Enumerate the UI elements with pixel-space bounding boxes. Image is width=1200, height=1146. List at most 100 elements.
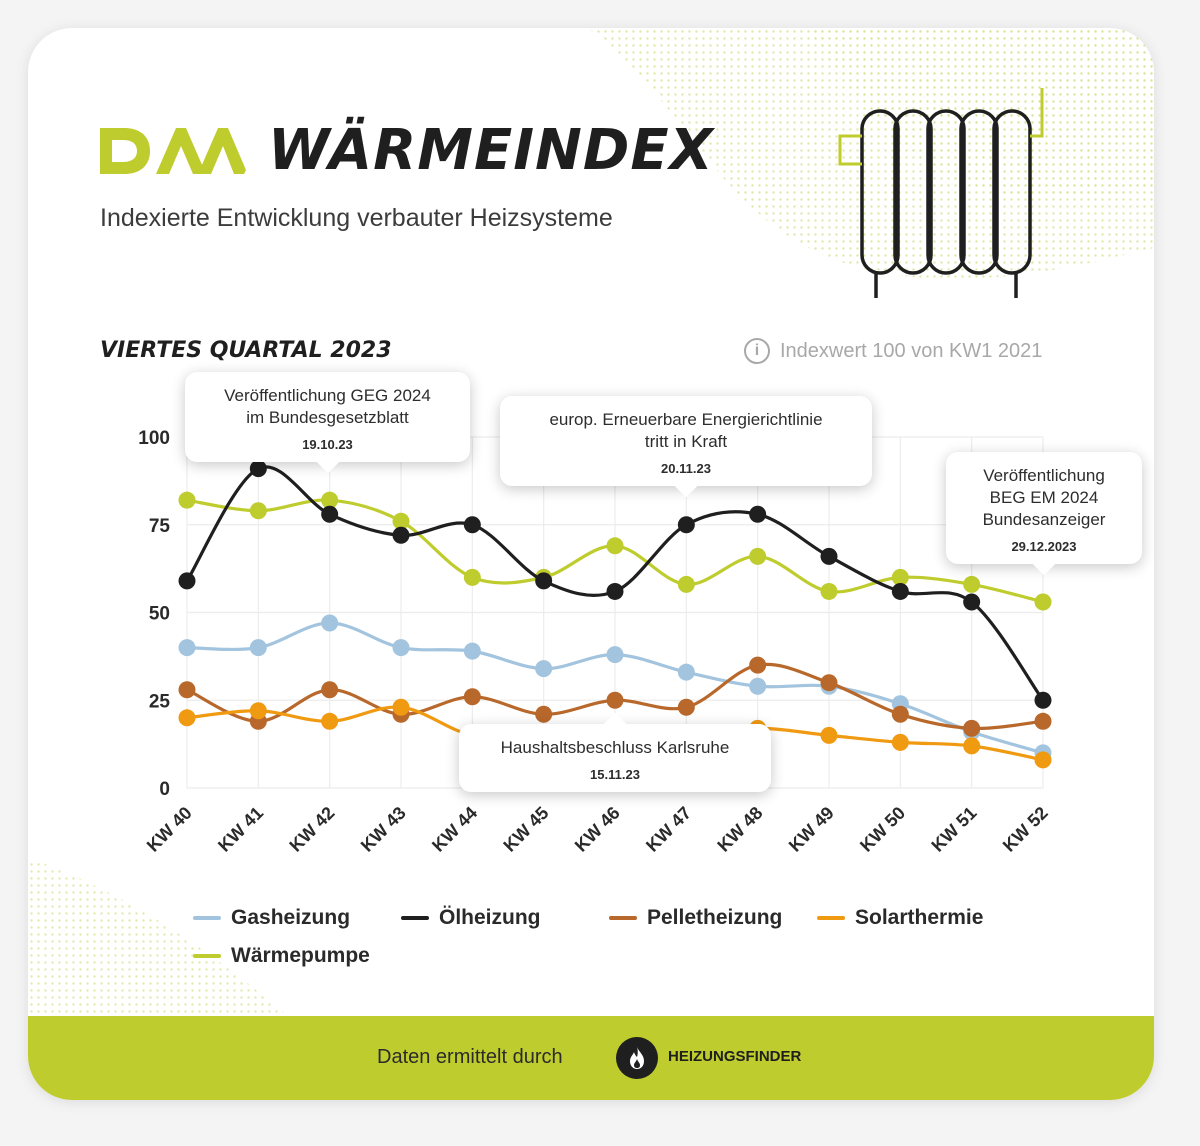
data-point-oelheizung — [178, 572, 196, 590]
data-point-oelheizung — [535, 572, 553, 590]
data-point-pelletheizung — [463, 688, 481, 706]
data-point-oelheizung — [749, 505, 767, 523]
data-point-waermepumpe — [1034, 593, 1052, 611]
info-icon: i — [744, 338, 770, 364]
data-point-gasheizung — [463, 642, 481, 660]
data-point-solarthermie — [392, 698, 410, 716]
footer-text: Daten ermittelt durch — [377, 1046, 563, 1068]
footer-bar: Daten ermittelt durch HEIZUNGSFINDER — [28, 1016, 1154, 1100]
y-tick-label: 50 — [149, 604, 170, 625]
legend-pelletheizung: Pelletheizung — [609, 906, 782, 930]
data-point-solarthermie — [249, 702, 267, 720]
annotation-geg-2024: Veröffentlichung GEG 2024 im Bundesgeset… — [185, 372, 470, 462]
annotation-date: 19.10.23 — [302, 437, 353, 452]
flame-icon — [616, 1037, 658, 1079]
data-point-waermepumpe — [178, 491, 196, 509]
annotation-text: europ. Erneuerbare Energierichtlinie tri… — [549, 410, 823, 451]
x-tick-label: KW 51 — [927, 803, 980, 856]
background-dot-pattern — [28, 28, 1154, 1016]
data-point-pelletheizung — [178, 681, 196, 699]
annotation-beg-em-2024: Veröffentlichung BEG EM 2024 Bundesanzei… — [946, 452, 1142, 564]
data-point-pelletheizung — [820, 674, 838, 692]
data-point-pelletheizung — [535, 705, 553, 723]
data-point-pelletheizung — [891, 705, 909, 723]
data-point-gasheizung — [249, 639, 267, 657]
annotation-eu-richtlinie: europ. Erneuerbare Energierichtlinie tri… — [500, 396, 872, 486]
annotation-text: Haushaltsbeschluss Karlsruhe — [500, 738, 730, 757]
data-point-solarthermie — [321, 712, 339, 730]
y-tick-label: 75 — [149, 516, 171, 537]
legend-label: Solarthermie — [855, 906, 984, 929]
x-tick-label: KW 46 — [571, 803, 624, 856]
annotation-date: 29.12.2023 — [1011, 539, 1077, 554]
x-tick-label: KW 45 — [499, 803, 552, 856]
data-point-waermepumpe — [963, 575, 981, 593]
data-point-gasheizung — [749, 677, 767, 695]
data-point-pelletheizung — [1034, 712, 1052, 730]
data-point-solarthermie — [891, 733, 909, 751]
data-point-pelletheizung — [606, 691, 624, 709]
x-tick-label: KW 47 — [642, 803, 695, 856]
data-point-waermepumpe — [749, 547, 767, 565]
annotation-date: 15.11.23 — [590, 767, 640, 782]
y-tick-label: 25 — [149, 691, 171, 712]
annotation-text: Veröffentlichung BEG EM 2024 Bundesanzei… — [982, 466, 1106, 529]
legend-label: Ölheizung — [439, 906, 541, 929]
annotation-text: Veröffentlichung GEG 2024 im Bundesgeset… — [224, 386, 431, 427]
data-point-solarthermie — [963, 737, 981, 755]
data-point-oelheizung — [606, 582, 624, 600]
data-point-waermepumpe — [249, 502, 267, 520]
data-point-waermepumpe — [392, 512, 410, 530]
x-tick-label: KW 50 — [856, 803, 909, 856]
x-tick-label: KW 41 — [214, 803, 267, 856]
data-point-gasheizung — [392, 639, 410, 657]
page-title: WÄRMEINDEX — [268, 118, 714, 183]
legend-swatch — [193, 916, 221, 920]
data-point-oelheizung — [321, 505, 339, 523]
data-point-waermepumpe — [891, 568, 909, 586]
heizungsfinder-brand: HEIZUNGSFINDER — [668, 1048, 802, 1065]
data-point-oelheizung — [891, 582, 909, 600]
data-point-oelheizung — [820, 547, 838, 565]
data-point-pelletheizung — [321, 681, 339, 699]
data-point-solarthermie — [1034, 751, 1052, 769]
legend-swatch — [817, 916, 845, 920]
data-point-oelheizung — [1034, 691, 1052, 709]
data-point-gasheizung — [606, 646, 624, 664]
y-tick-label: 0 — [159, 779, 170, 800]
legend-swatch — [609, 916, 637, 920]
data-point-waermepumpe — [606, 537, 624, 555]
data-point-gasheizung — [321, 614, 339, 632]
legend-swatch — [401, 916, 429, 920]
data-point-oelheizung — [392, 526, 410, 544]
legend-oelheizung: Ölheizung — [401, 906, 541, 930]
x-tick-label: KW 44 — [428, 803, 481, 856]
infographic-card: WÄRMEINDEX Indexierte Entwicklung verbau… — [28, 28, 1154, 1100]
legend-gasheizung: Gasheizung — [193, 906, 350, 930]
x-tick-label: KW 40 — [143, 803, 196, 856]
legend-label: Pelletheizung — [647, 906, 783, 929]
data-point-oelheizung — [677, 516, 695, 534]
index-note-text: Indexwert 100 von KW1 2021 — [780, 339, 1043, 362]
data-point-pelletheizung — [677, 698, 695, 716]
data-point-oelheizung — [463, 516, 481, 534]
data-point-pelletheizung — [963, 719, 981, 737]
legend-label: Wärmepumpe — [231, 944, 370, 967]
data-point-waermepumpe — [321, 491, 339, 509]
data-point-oelheizung — [963, 593, 981, 611]
x-tick-label: KW 43 — [357, 803, 410, 856]
legend-waermepumpe: Wärmepumpe — [193, 944, 370, 968]
data-point-gasheizung — [535, 660, 553, 678]
x-tick-label: KW 49 — [785, 803, 838, 856]
legend-label: Gasheizung — [231, 906, 351, 929]
data-point-solarthermie — [178, 709, 196, 727]
data-point-oelheizung — [249, 460, 267, 478]
data-point-waermepumpe — [463, 568, 481, 586]
data-point-solarthermie — [820, 726, 838, 744]
daa-logo — [100, 128, 246, 174]
y-tick-label: 100 — [138, 428, 170, 449]
page-subtitle: Indexierte Entwicklung verbauter Heizsys… — [100, 204, 613, 232]
data-point-waermepumpe — [820, 582, 838, 600]
data-point-gasheizung — [677, 663, 695, 681]
radiator-icon — [838, 88, 1044, 298]
